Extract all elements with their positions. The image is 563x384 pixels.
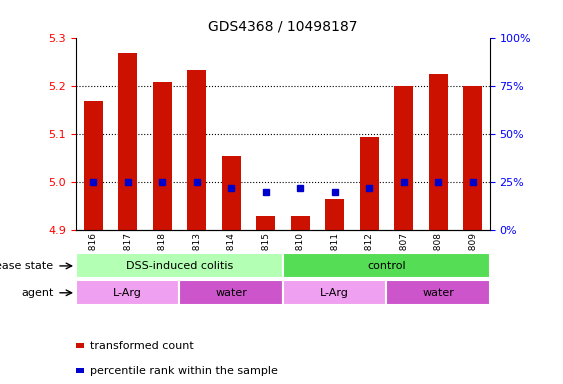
Bar: [291, 216, 310, 230]
Bar: [283, 253, 490, 278]
Bar: [76, 253, 283, 278]
Text: L-Arg: L-Arg: [320, 288, 349, 298]
Text: L-Arg: L-Arg: [113, 288, 142, 298]
Bar: [325, 199, 344, 230]
Bar: [153, 82, 172, 230]
Title: GDS4368 / 10498187: GDS4368 / 10498187: [208, 19, 358, 33]
Bar: [463, 86, 482, 230]
Bar: [360, 137, 378, 230]
Text: DSS-induced colitis: DSS-induced colitis: [126, 261, 233, 271]
Text: water: water: [215, 288, 247, 298]
Bar: [84, 101, 102, 230]
Bar: [222, 156, 240, 230]
Bar: [180, 280, 283, 305]
Bar: [283, 280, 386, 305]
Text: percentile rank within the sample: percentile rank within the sample: [90, 366, 278, 376]
Text: agent: agent: [21, 288, 53, 298]
Bar: [386, 280, 490, 305]
Bar: [187, 70, 206, 230]
Bar: [428, 74, 448, 230]
Bar: [256, 216, 275, 230]
Text: disease state: disease state: [0, 261, 53, 271]
Bar: [394, 86, 413, 230]
Bar: [76, 280, 180, 305]
Text: control: control: [367, 261, 406, 271]
Text: water: water: [422, 288, 454, 298]
Bar: [118, 53, 137, 230]
Text: transformed count: transformed count: [90, 341, 194, 351]
